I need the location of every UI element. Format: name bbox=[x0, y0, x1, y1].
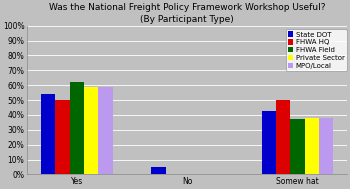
Bar bbox=[290, 119, 305, 174]
Bar bbox=[98, 87, 113, 174]
Bar bbox=[276, 100, 290, 174]
Bar bbox=[151, 167, 166, 174]
Legend: State DOT, FHWA HQ, FHWA Field, Private Sector, MPO/Local: State DOT, FHWA HQ, FHWA Field, Private … bbox=[286, 29, 346, 71]
Title: Was the National Freight Policy Framework Workshop Useful?
(By Participant Type): Was the National Freight Policy Framewor… bbox=[49, 3, 326, 24]
Bar bbox=[55, 100, 70, 174]
Bar bbox=[41, 94, 55, 174]
Bar bbox=[262, 111, 276, 174]
Bar bbox=[84, 87, 98, 174]
Bar bbox=[70, 82, 84, 174]
Bar bbox=[319, 118, 334, 174]
Bar bbox=[305, 118, 319, 174]
